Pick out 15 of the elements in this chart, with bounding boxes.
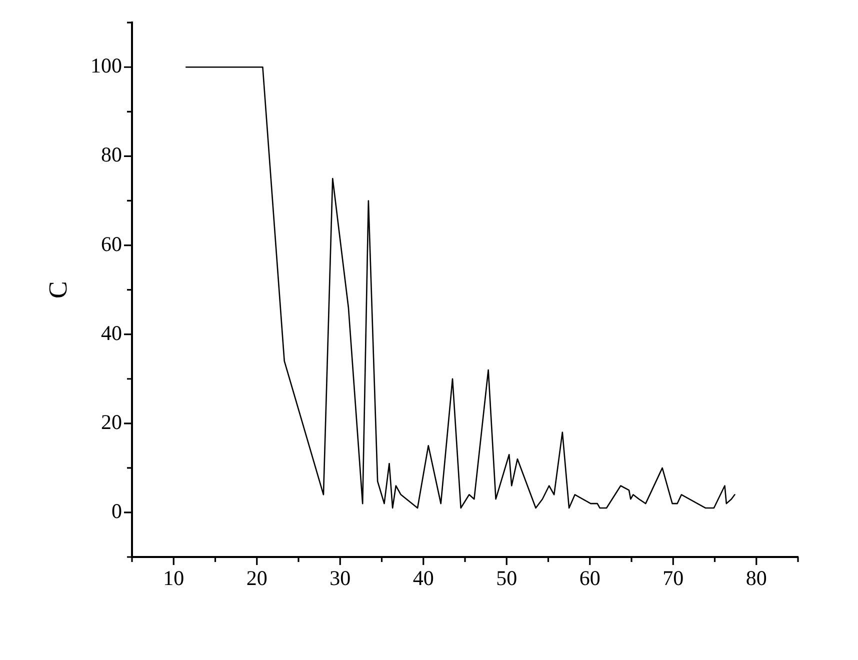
y-tick-label: 60 [101,232,122,256]
x-tick-label: 50 [496,566,518,590]
x-tick-label: 20 [246,566,268,590]
y-tick-label: 40 [101,320,122,345]
x-tick-label: 40 [412,566,434,590]
x-tick-label: 70 [662,566,684,590]
y-tick-label: 80 [101,142,122,167]
x-tick-label: 10 [163,566,184,590]
y-axis-title: C [43,281,72,298]
y-tick-label: 20 [101,410,122,434]
x-tick-label: 80 [746,566,767,590]
y-tick-label: 100 [90,54,122,78]
x-tick-label: 60 [579,566,600,590]
y-tick-label: 0 [112,498,122,523]
x-tick-label: 30 [330,566,351,590]
